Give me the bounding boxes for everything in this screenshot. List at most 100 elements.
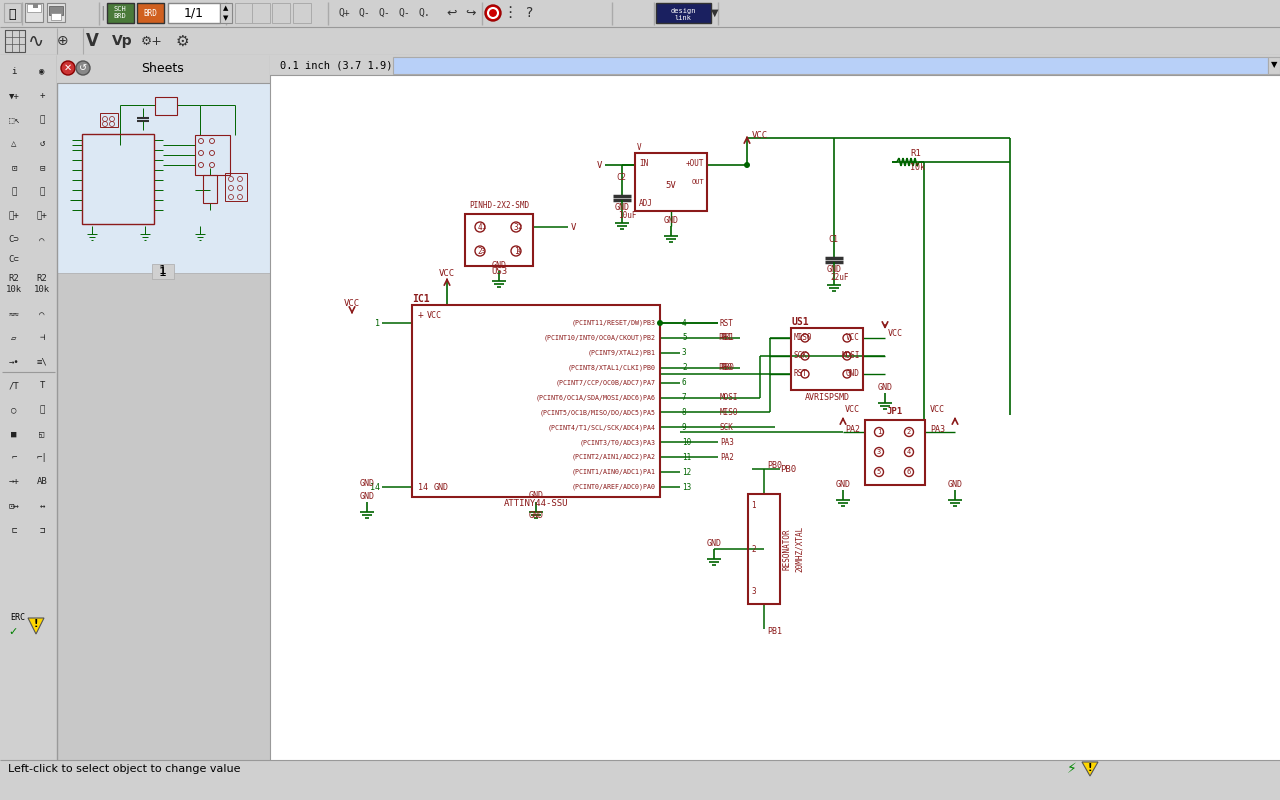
Text: ⊡: ⊡ [12, 163, 17, 173]
Text: 3: 3 [751, 587, 755, 597]
Text: (PCINT6/OC1A/SDA/MOSI/ADC6)PA6: (PCINT6/OC1A/SDA/MOSI/ADC6)PA6 [536, 394, 657, 401]
Text: (PCINT4/T1/SCL/SCK/ADC4)PA4: (PCINT4/T1/SCL/SCK/ADC4)PA4 [548, 424, 657, 430]
Text: +: + [419, 310, 424, 320]
Text: 6: 6 [682, 378, 686, 387]
Text: ↔: ↔ [40, 502, 45, 510]
Bar [293, 3, 311, 23]
Text: design: design [671, 8, 696, 14]
Text: 🔌+: 🔌+ [37, 211, 47, 221]
Bar [168, 3, 220, 23]
Text: ⌐: ⌐ [12, 454, 17, 462]
Text: 3: 3 [682, 348, 686, 358]
Text: GND: GND [434, 482, 449, 491]
Text: 20MHZ/XTAL: 20MHZ/XTAL [795, 526, 804, 572]
Text: PB0: PB0 [719, 363, 733, 372]
Text: RST: RST [719, 318, 733, 327]
Text: 1: 1 [877, 429, 881, 435]
Text: 8: 8 [682, 408, 686, 417]
Text: 1: 1 [375, 318, 380, 327]
Text: 7: 7 [682, 393, 686, 402]
Text: PINHD-2X2-SMD: PINHD-2X2-SMD [468, 202, 529, 210]
Text: V: V [596, 161, 602, 170]
Text: ⚙: ⚙ [175, 34, 189, 49]
Text: PB0: PB0 [718, 363, 732, 372]
Text: i: i [12, 66, 17, 75]
Text: V: V [571, 222, 576, 231]
Text: (PCINT1/AIN0/ADC1)PA1: (PCINT1/AIN0/ADC1)PA1 [572, 469, 657, 475]
Text: PA3: PA3 [931, 426, 945, 434]
Text: ▱: ▱ [12, 334, 17, 342]
Bar [27, 4, 41, 12]
Text: MOSI: MOSI [841, 351, 860, 361]
Text: 4: 4 [517, 248, 521, 254]
Text: 1/1: 1/1 [184, 6, 204, 19]
Text: +OUT: +OUT [686, 158, 704, 167]
Bar [26, 3, 44, 22]
Bar [33, 4, 38, 8]
Text: 3: 3 [877, 449, 881, 455]
Circle shape [744, 162, 750, 168]
Bar [270, 55, 1280, 760]
Text: VCC: VCC [428, 310, 442, 319]
Text: 5V: 5V [666, 182, 676, 190]
Text: PB1: PB1 [767, 627, 782, 637]
Text: 3: 3 [481, 248, 485, 254]
Text: ⚡: ⚡ [1068, 762, 1076, 776]
Circle shape [488, 8, 498, 18]
Text: SCH: SCH [114, 6, 127, 12]
Text: 5: 5 [877, 469, 881, 475]
Text: VCC: VCC [344, 298, 360, 307]
Text: 1: 1 [513, 246, 518, 255]
Text: 5: 5 [682, 334, 686, 342]
Bar [865, 420, 925, 485]
Text: OUT: OUT [691, 179, 704, 185]
Text: 4: 4 [477, 222, 483, 231]
Circle shape [657, 320, 663, 326]
Bar [270, 55, 1280, 75]
Text: GND: GND [529, 491, 544, 500]
Text: PA3: PA3 [719, 438, 733, 446]
Text: ADJ: ADJ [639, 198, 653, 207]
Text: MOSI: MOSI [719, 393, 739, 402]
Text: VCC: VCC [439, 269, 456, 278]
Text: Left-click to select object to change value: Left-click to select object to change va… [8, 764, 241, 774]
Text: 13: 13 [682, 482, 691, 491]
Bar [51, 13, 61, 20]
Bar [1268, 57, 1280, 74]
Text: V: V [637, 143, 641, 153]
Polygon shape [28, 618, 44, 634]
Text: ↩: ↩ [447, 6, 457, 19]
Bar [49, 6, 63, 15]
Text: MISO: MISO [794, 334, 813, 342]
Text: GND: GND [836, 480, 850, 489]
Text: ◉: ◉ [40, 66, 45, 75]
Bar [58, 55, 270, 83]
Text: (PCINT7/CCP/OC0B/ADC7)PA7: (PCINT7/CCP/OC0B/ADC7)PA7 [556, 379, 657, 386]
Text: R1: R1 [910, 150, 920, 158]
Text: ⌒: ⌒ [40, 235, 45, 245]
Text: ⊕: ⊕ [58, 34, 69, 48]
Text: Q-: Q- [378, 8, 390, 18]
Text: R2
10k: R2 10k [6, 274, 22, 294]
Text: VCC: VCC [845, 406, 860, 414]
Bar [443, 3, 460, 23]
Text: ?: ? [526, 6, 534, 20]
Text: RST: RST [794, 370, 808, 378]
Text: 4: 4 [682, 318, 686, 327]
Text: IN: IN [639, 158, 648, 167]
Text: 12: 12 [682, 467, 691, 477]
Text: 0.1 inch (3.7 1.9): 0.1 inch (3.7 1.9) [280, 60, 393, 70]
Bar [657, 3, 710, 23]
Text: ↺: ↺ [40, 139, 45, 149]
Text: PB0: PB0 [780, 466, 796, 474]
Text: BRD: BRD [143, 9, 157, 18]
Text: 14: 14 [419, 482, 428, 491]
Text: GND: GND [878, 383, 892, 392]
Text: ⊹: ⊹ [40, 115, 45, 125]
Text: (PCINT5/OC1B/MISO/DO/ADC5)PA5: (PCINT5/OC1B/MISO/DO/ADC5)PA5 [540, 410, 657, 416]
Text: GND: GND [827, 265, 841, 274]
Text: 1: 1 [481, 224, 485, 230]
Text: C1: C1 [828, 235, 838, 245]
Text: C⊂: C⊂ [9, 255, 19, 265]
Text: ⊟: ⊟ [40, 163, 45, 173]
